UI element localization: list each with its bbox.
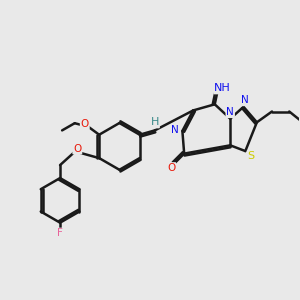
Text: O: O xyxy=(167,163,176,173)
Text: O: O xyxy=(81,119,89,129)
Text: F: F xyxy=(57,229,63,238)
Text: N: N xyxy=(171,125,179,135)
Text: N: N xyxy=(241,95,249,105)
Text: S: S xyxy=(248,151,255,161)
Text: H: H xyxy=(151,118,159,128)
Text: NH: NH xyxy=(214,83,231,94)
Text: N: N xyxy=(226,107,234,117)
Text: O: O xyxy=(73,144,82,154)
